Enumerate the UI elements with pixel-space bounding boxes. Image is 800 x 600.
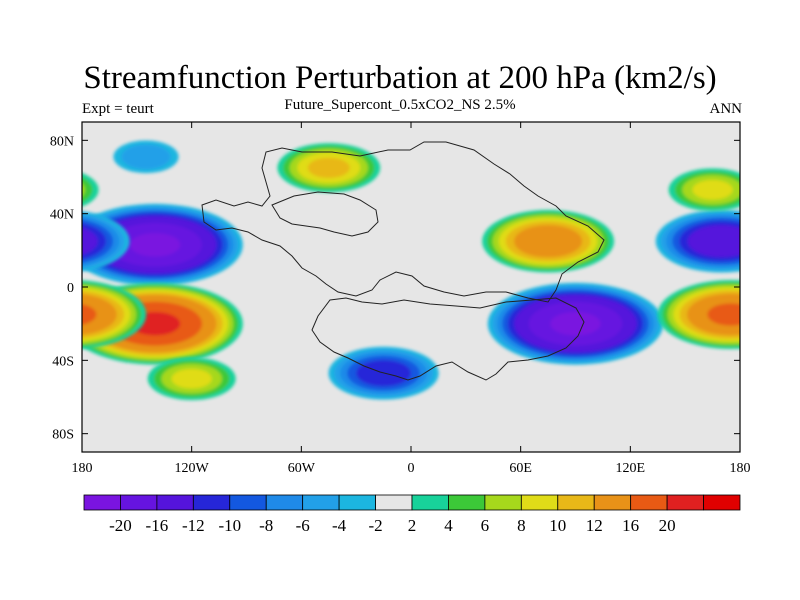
contour-band (121, 144, 171, 170)
contour-band (771, 141, 800, 174)
colorbar-label: 4 (444, 516, 453, 535)
colorbar-label: -16 (146, 516, 169, 535)
field-anomaly (147, 357, 236, 401)
colorbar-box (703, 494, 741, 511)
colorbar-box (666, 494, 704, 511)
contour-band (752, 216, 800, 273)
colorbar-box (593, 494, 632, 511)
contour-band (82, 304, 97, 325)
y-tick-label: 40N (50, 208, 74, 223)
colorbar-box (448, 494, 486, 511)
contour-band (752, 295, 800, 352)
colorbar-box (484, 494, 522, 511)
field-anomaly (113, 140, 800, 174)
colorbar-box (156, 494, 194, 511)
contour-band (766, 223, 800, 267)
laurasia-coastline (201, 141, 605, 303)
continent-outline (201, 141, 605, 381)
contour-band (82, 177, 93, 203)
colorbar-label: 10 (549, 516, 566, 535)
contour-band (0, 285, 1, 363)
axis-layer: 180 120W 60W 0 60E 120E 180 80N 40N 0 40S 80S (50, 122, 751, 476)
contour-band (82, 183, 85, 197)
x-tick-label: 120W (175, 461, 210, 476)
colorbar-label: -10 (218, 516, 241, 535)
y-tick-label: 0 (67, 281, 74, 296)
contour-band (707, 303, 740, 326)
colorbar-label: -12 (182, 516, 205, 535)
colorbar-label: 2 (408, 516, 417, 535)
contour-band (171, 368, 212, 389)
x-tick-label: 60W (288, 461, 316, 476)
field-anomaly (0, 282, 664, 365)
colorbar-label: -20 (109, 516, 132, 535)
x-tick-label: 180 (72, 461, 93, 476)
x-tick-label: 180 (730, 461, 751, 476)
colorbar-label: 12 (586, 516, 603, 535)
x-tick-label: 120E (616, 461, 646, 476)
colorbar-box (83, 494, 121, 511)
colorbar-box (192, 494, 231, 511)
colorbar-box (338, 494, 376, 511)
contour-band (692, 180, 733, 200)
contour-band (746, 292, 800, 355)
contour-band (550, 312, 601, 336)
y-tick-label: 40S (52, 354, 74, 369)
colorbar-label: 8 (517, 516, 526, 535)
field-anomaly (482, 209, 615, 273)
contour-band (82, 294, 117, 335)
contour-band (82, 227, 98, 255)
colorbar-box (265, 494, 304, 511)
contour-band (740, 290, 800, 358)
contour-band (746, 213, 800, 276)
contour-band (740, 211, 800, 279)
colorbar: -20 -16 -12 -10 -8 -6 -4 -2 2 4 6 8 10 12 16 20 (83, 494, 741, 535)
field-layer (0, 140, 800, 401)
case-label: Future_Supercont_0.5xCO2_NS 2.5% (284, 97, 516, 113)
x-tick-label: 0 (408, 461, 415, 476)
gondwana-coastline (311, 297, 585, 381)
colorbar-label: 6 (481, 516, 490, 535)
chart-title: Streamfunction Perturbation at 200 hPa (… (83, 60, 717, 96)
y-tick-label: 80N (50, 134, 74, 149)
colorbar-label: -2 (368, 516, 382, 535)
colorbar-box (520, 494, 559, 511)
colorbar-box (411, 494, 449, 511)
field-anomaly (34, 168, 740, 212)
contour-band (766, 302, 800, 346)
contour-band (130, 233, 181, 257)
contour-band (514, 225, 583, 258)
contour-band (307, 157, 350, 178)
x-tick-label: 60E (509, 461, 532, 476)
colorbar-label: 20 (659, 516, 676, 535)
contour-band (780, 145, 800, 170)
colorbar-label: 16 (622, 516, 639, 535)
experiment-label: Expt = teurt (82, 101, 154, 117)
contour-band (734, 231, 740, 258)
colorbar-box (302, 494, 340, 511)
contour-band (788, 233, 800, 256)
colorbar-label: -8 (259, 516, 273, 535)
contour-band (734, 310, 740, 337)
colorbar-label: -4 (332, 516, 347, 535)
season-label: ANN (709, 101, 743, 117)
field-anomaly (82, 209, 740, 273)
colorbar-box (557, 494, 595, 511)
contour-band (0, 283, 5, 365)
colorbar-box (120, 494, 158, 511)
colorbar-box (630, 494, 668, 511)
y-tick-label: 80S (52, 428, 74, 443)
colorbar-box (229, 494, 267, 511)
inner-outline (271, 191, 379, 237)
field-anomaly (82, 280, 740, 349)
colorbar-box (375, 494, 413, 511)
contour-band (687, 225, 740, 258)
contour-band (788, 312, 800, 335)
field-anomaly (277, 143, 381, 193)
contour-band (34, 180, 74, 200)
colorbar-label: -6 (296, 516, 310, 535)
